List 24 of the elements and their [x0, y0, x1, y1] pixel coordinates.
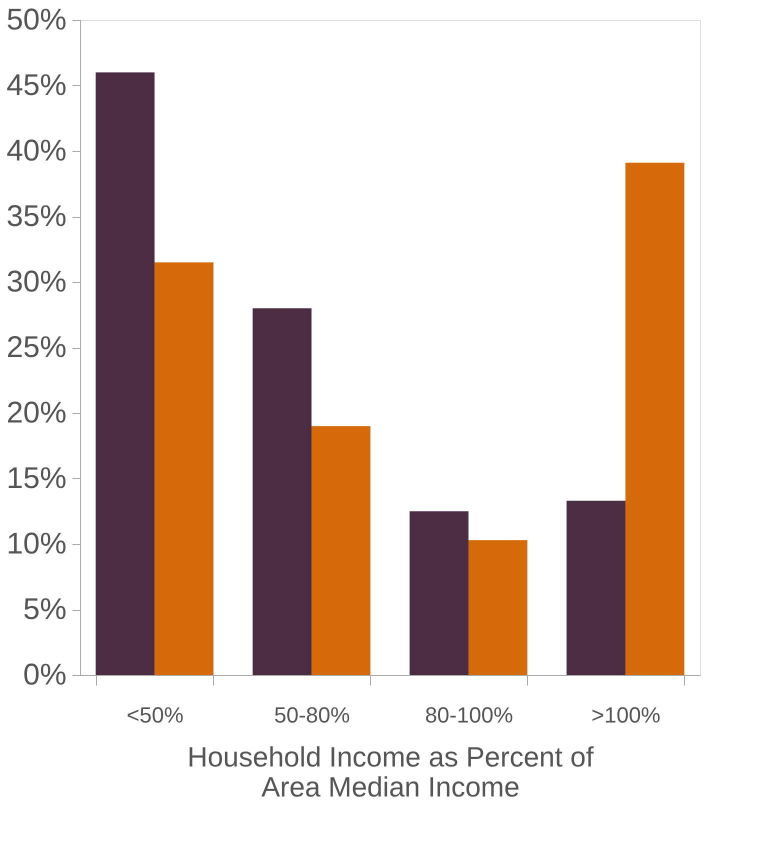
y-tick-label: 25%: [6, 331, 66, 364]
bar: [410, 511, 468, 675]
y-tick-label: 0%: [23, 658, 66, 692]
bar: [252, 308, 312, 675]
y-tick-label: 35%: [6, 200, 66, 233]
y-tick-label: 5%: [23, 593, 66, 626]
y-tick-label: 30%: [6, 266, 66, 298]
bar: [625, 162, 684, 675]
y-tick-label: 20%: [6, 396, 66, 430]
bar: [96, 72, 155, 675]
bar: [468, 540, 528, 675]
y-tick-label: 50%: [6, 4, 66, 36]
x-axis-title: Household Income as Percent of Area Median Income: [187, 742, 594, 802]
x-tick-label: >100%: [591, 702, 661, 728]
y-tick-label: 45%: [6, 69, 66, 102]
y-tick-label: 15%: [6, 462, 66, 495]
x-tick-label: 80-100%: [424, 702, 514, 728]
x-tick-label: <50%: [126, 702, 184, 728]
bar: [566, 500, 626, 675]
y-tick-label: 40%: [6, 134, 66, 168]
bar: [312, 426, 370, 675]
y-tick-label: 10%: [6, 528, 66, 560]
bar: [154, 262, 214, 675]
x-tick-label: 50-80%: [274, 702, 350, 728]
